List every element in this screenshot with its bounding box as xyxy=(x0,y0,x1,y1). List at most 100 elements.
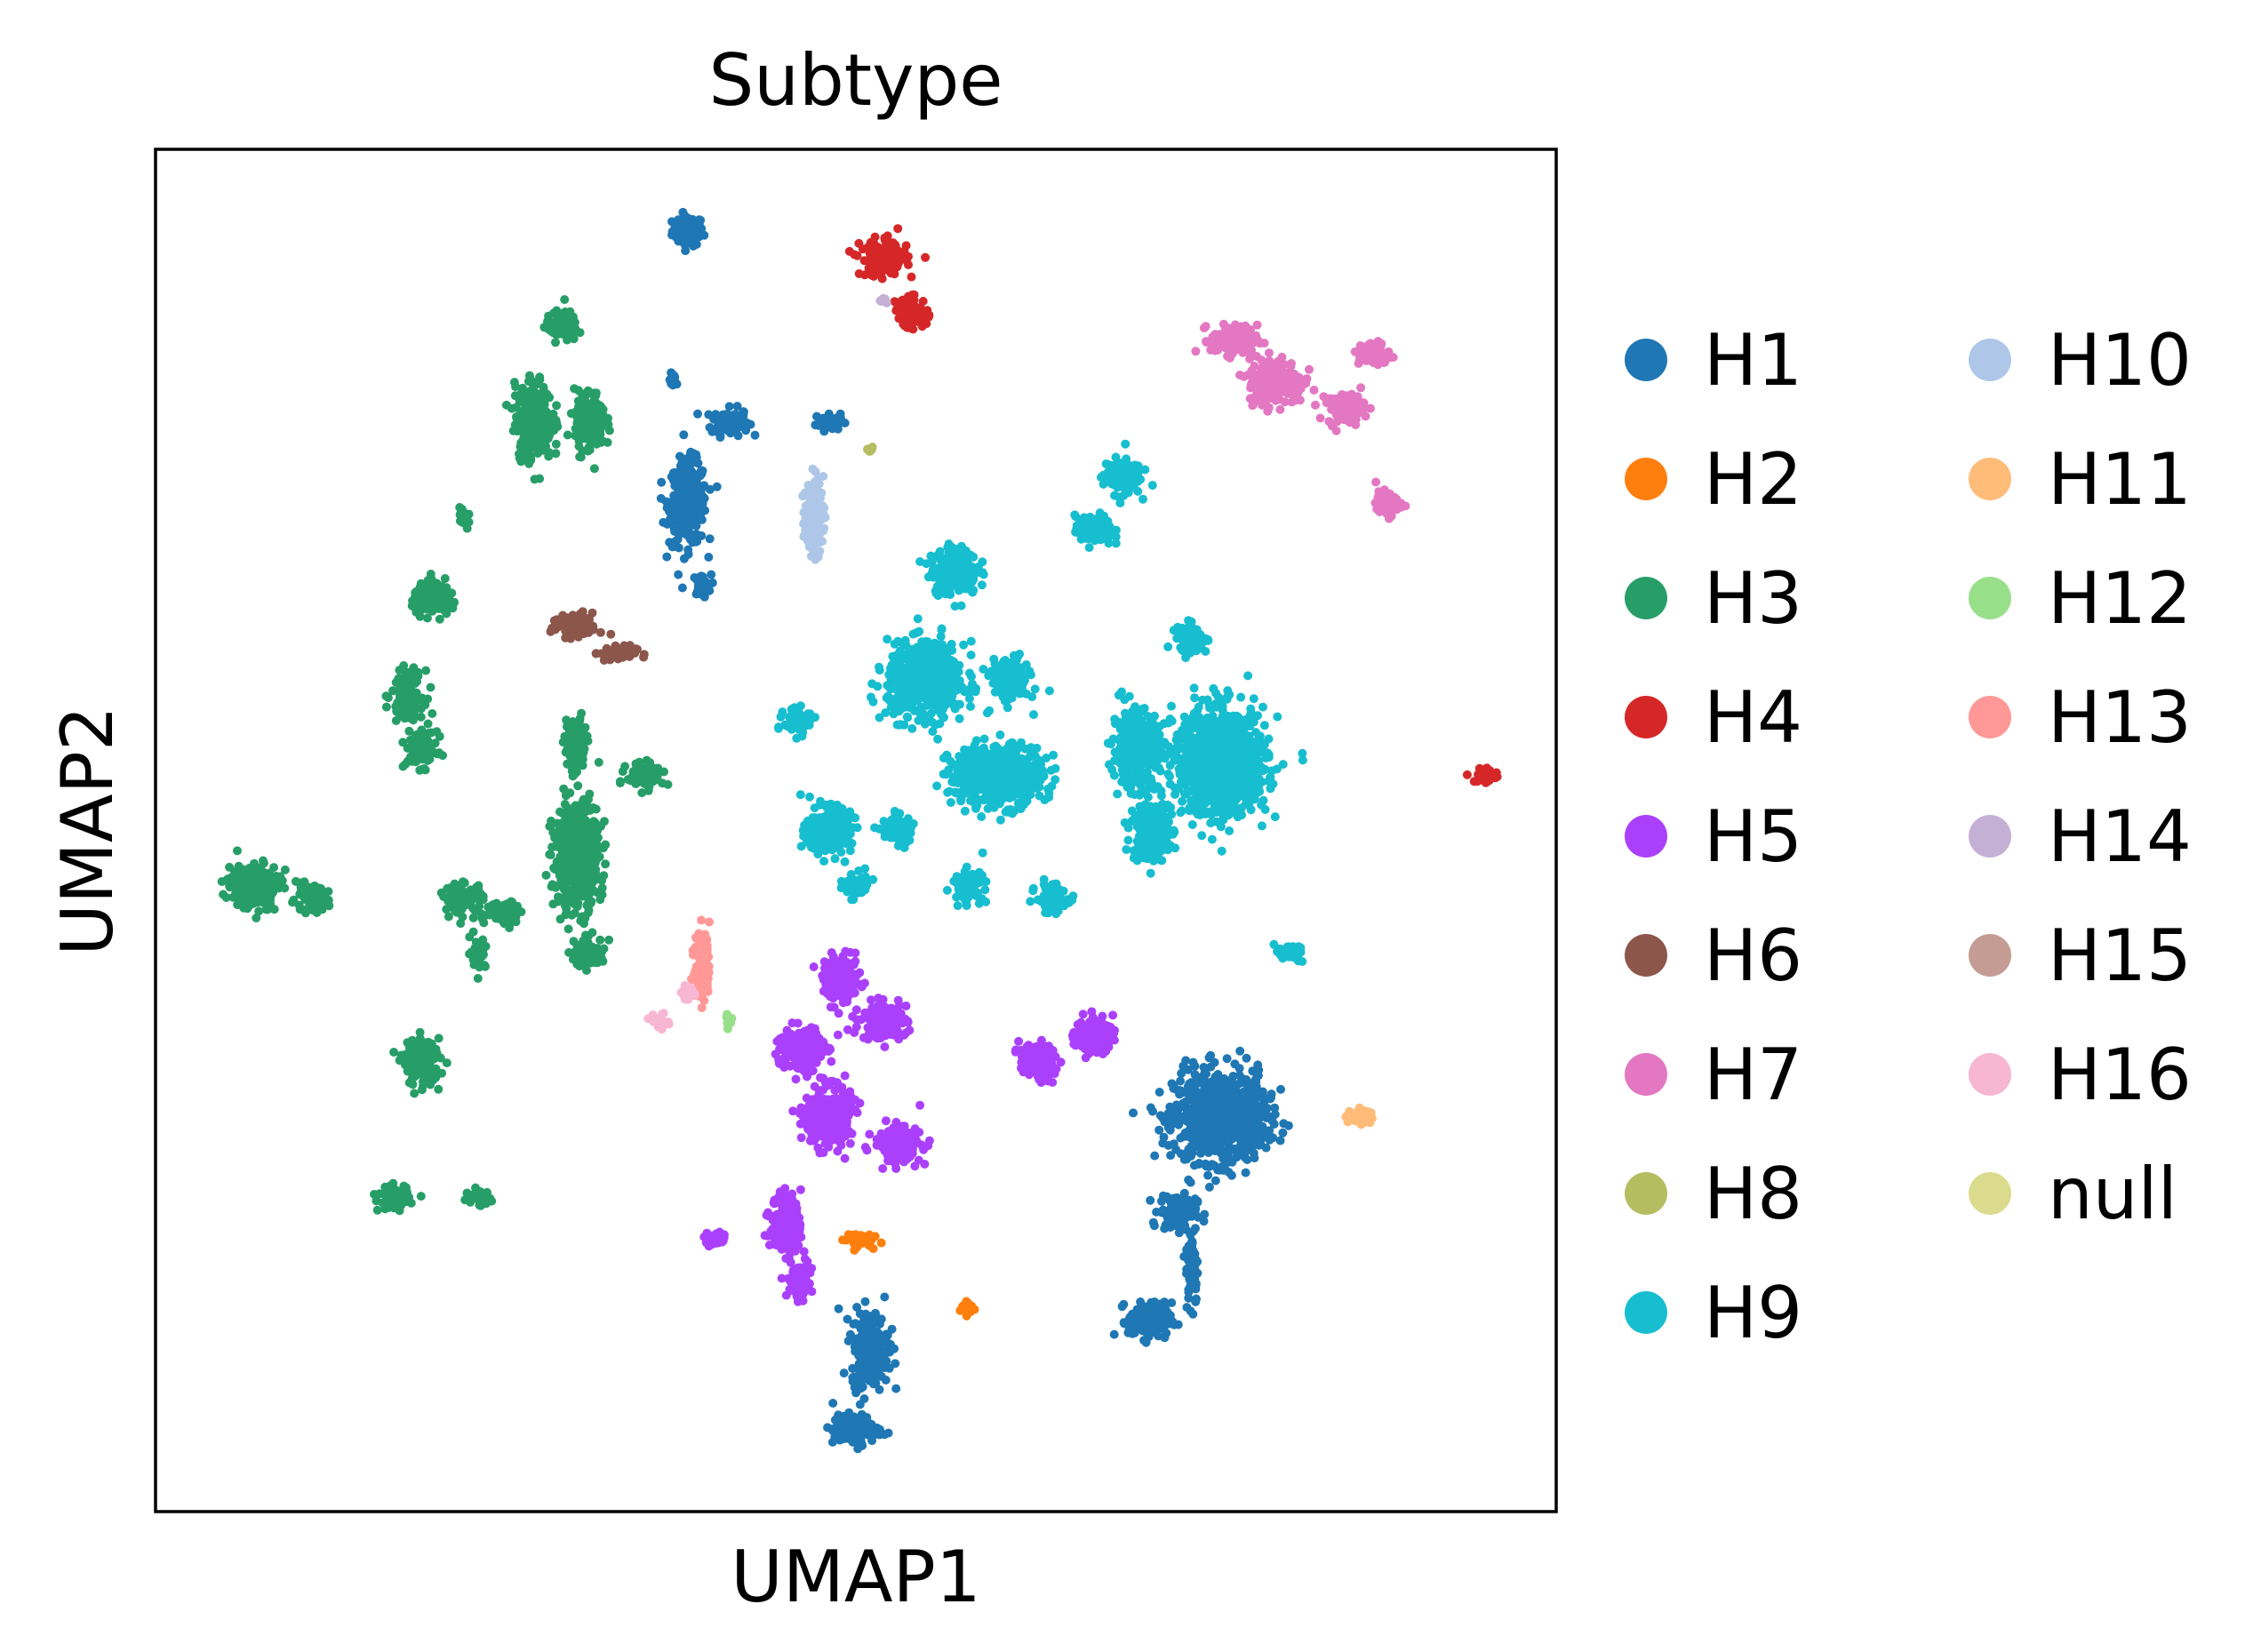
point-H1 xyxy=(698,571,707,581)
point-H3 xyxy=(575,947,585,956)
point-H1 xyxy=(1202,1069,1210,1079)
point-H3 xyxy=(232,877,242,887)
point-H1 xyxy=(669,371,679,380)
point-H3 xyxy=(577,805,587,815)
point-H3 xyxy=(441,595,451,605)
point-H3 xyxy=(402,694,411,704)
point-H3 xyxy=(534,437,544,446)
point-H1 xyxy=(1163,1116,1173,1126)
point-H4 xyxy=(893,224,903,234)
point-H1 xyxy=(1129,1108,1138,1118)
point-H3 xyxy=(598,404,608,414)
point-H1 xyxy=(667,217,676,227)
point-H1 xyxy=(1182,1269,1191,1279)
point-H1 xyxy=(712,482,722,491)
point-H3 xyxy=(314,883,324,893)
point-H3 xyxy=(532,389,542,399)
point-H3 xyxy=(524,371,534,380)
point-H1 xyxy=(1159,1132,1169,1142)
point-H3 xyxy=(406,1055,416,1065)
point-H1 xyxy=(1149,1221,1159,1231)
point-H1 xyxy=(828,1425,837,1434)
point-H3 xyxy=(442,905,451,914)
point-H3 xyxy=(423,719,433,729)
point-H3 xyxy=(221,893,231,902)
point-H3 xyxy=(391,701,401,711)
point-H3 xyxy=(581,816,590,826)
point-H1 xyxy=(704,553,714,562)
point-H3 xyxy=(431,1071,441,1081)
point-H1 xyxy=(1147,1322,1157,1332)
point-H1 xyxy=(1179,1188,1189,1198)
point-H3 xyxy=(324,887,333,897)
point-H3 xyxy=(473,1192,483,1201)
point-H3 xyxy=(468,927,478,937)
point-H1 xyxy=(1154,1331,1163,1341)
point-H1 xyxy=(1234,1123,1244,1133)
point-H1 xyxy=(867,1343,876,1353)
point-H3 xyxy=(574,442,584,451)
point-H3 xyxy=(587,844,597,854)
point-H3 xyxy=(584,897,594,906)
point-H1 xyxy=(696,510,705,520)
point-H3 xyxy=(575,328,585,338)
point-H1 xyxy=(1185,1118,1194,1128)
point-H3 xyxy=(570,908,579,918)
point-H2 xyxy=(853,1231,863,1241)
point-H3 xyxy=(499,900,508,910)
point-H3 xyxy=(520,427,530,436)
point-H1 xyxy=(1266,1093,1276,1103)
point-H1 xyxy=(883,1337,892,1347)
point-H1 xyxy=(705,484,715,494)
point-H1 xyxy=(828,1399,838,1408)
point-H1 xyxy=(828,422,838,432)
scatter-points xyxy=(217,207,1502,1454)
point-H3 xyxy=(599,944,609,954)
point-H1 xyxy=(814,420,824,430)
point-H1 xyxy=(1148,1312,1158,1321)
point-H3 xyxy=(490,906,499,915)
point-H1 xyxy=(1253,1060,1263,1070)
point-H4 xyxy=(870,232,880,242)
point-H1 xyxy=(683,213,692,223)
point-H3 xyxy=(596,437,606,447)
point-H3 xyxy=(434,1033,443,1043)
point-H3 xyxy=(558,897,568,906)
series-H1 xyxy=(656,207,1293,1454)
point-H3 xyxy=(577,389,587,399)
point-H3 xyxy=(566,761,576,770)
point-H1 xyxy=(675,227,684,237)
point-H3 xyxy=(456,919,466,929)
point-H1 xyxy=(1216,1137,1226,1147)
point-H1 xyxy=(1190,1207,1200,1217)
point-H3 xyxy=(552,419,562,428)
point-H3 xyxy=(515,393,525,403)
point-H1 xyxy=(685,507,695,517)
point-H3 xyxy=(517,437,527,447)
point-H3 xyxy=(421,666,431,675)
point-H3 xyxy=(243,900,252,910)
point-H1 xyxy=(1203,1170,1213,1180)
point-H1 xyxy=(840,419,850,427)
point-H1 xyxy=(848,1363,858,1373)
point-H3 xyxy=(462,523,472,533)
point-H4 xyxy=(889,248,899,258)
point-H1 xyxy=(1222,1054,1232,1064)
point-H3 xyxy=(589,464,599,474)
point-H3 xyxy=(564,947,574,957)
point-H3 xyxy=(570,384,579,394)
point-H1 xyxy=(1140,1313,1150,1323)
point-H3 xyxy=(481,941,491,951)
point-H3 xyxy=(593,888,603,898)
point-H1 xyxy=(739,407,748,417)
point-H3 xyxy=(423,738,433,747)
point-H1 xyxy=(1241,1168,1250,1177)
point-H3 xyxy=(252,893,262,903)
point-H3 xyxy=(565,747,575,757)
point-H1 xyxy=(1283,1121,1293,1130)
point-H3 xyxy=(570,835,579,845)
point-H1 xyxy=(1181,1225,1191,1234)
point-H1 xyxy=(890,1344,899,1353)
point-H1 xyxy=(662,552,672,562)
point-H1 xyxy=(1169,1139,1178,1149)
